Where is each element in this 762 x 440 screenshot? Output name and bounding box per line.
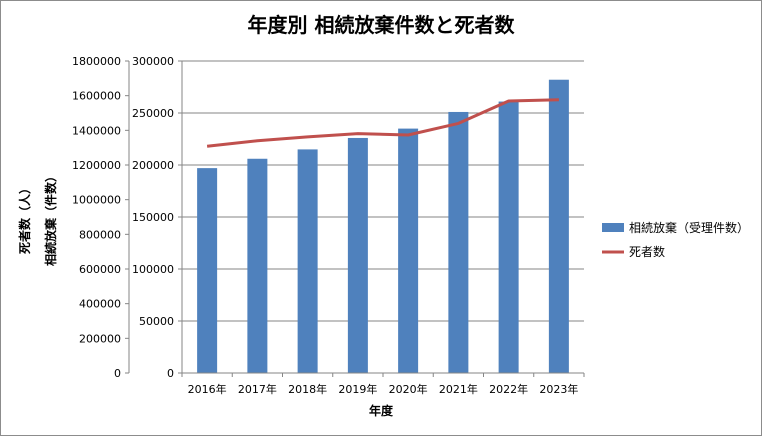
legend-bar-swatch — [602, 223, 624, 232]
left-axis-tick-label: 1400000 — [72, 124, 121, 137]
bar — [548, 79, 569, 373]
bar — [297, 149, 318, 373]
left-axis-tick-label: 400000 — [79, 298, 121, 311]
bar — [247, 158, 268, 373]
legend-line-label: 死者数 — [629, 244, 665, 259]
left-axis-tick-label: 800000 — [79, 228, 121, 241]
x-axis-tick-label: 2017年 — [238, 382, 277, 396]
right-axis-ticks: 0 50000 100000 150000 200000 250000 300000 — [132, 55, 183, 380]
right-axis-tick-label: 100000 — [132, 263, 174, 276]
left-axis-tick-label: 0 — [114, 367, 121, 380]
x-axis-tick-label: 2023年 — [539, 382, 578, 396]
right-axis-tick-label: 250000 — [132, 107, 174, 120]
bar-series — [182, 79, 584, 374]
x-axis-tick-label: 2021年 — [439, 382, 478, 396]
left-axis-tick-label: 1600000 — [72, 90, 121, 103]
line-series — [206, 98, 559, 148]
bar — [347, 137, 368, 373]
left-axis-tick-label: 200000 — [79, 332, 121, 345]
right-axis-tick-label: 50000 — [139, 315, 174, 328]
legend-bar-label: 相続放棄（受理件数） — [629, 220, 749, 235]
left-axis-tick-label: 1800000 — [72, 55, 121, 68]
y-axis-title-left: 死者数（人） — [17, 182, 32, 254]
bar — [398, 128, 419, 373]
x-axis-title: 年度 — [369, 403, 394, 418]
y-axis-title-right: 相続放棄（件数） — [43, 170, 58, 266]
bar — [197, 168, 218, 373]
x-axis-tick-label: 2019年 — [338, 382, 377, 396]
x-axis-tick-label: 2022年 — [489, 382, 528, 396]
right-axis-tick-label: 0 — [167, 367, 174, 380]
legend: 相続放棄（受理件数） 死者数 — [602, 220, 749, 259]
right-axis-tick-label: 150000 — [132, 211, 174, 224]
chart-title: 年度別 相続放棄件数と死者数 — [248, 13, 516, 37]
bar — [448, 111, 469, 374]
left-axis-tick-label: 1000000 — [72, 194, 121, 207]
right-axis-tick-label: 300000 — [132, 55, 174, 68]
bar — [498, 101, 519, 373]
x-axis-tick-label: 2018年 — [288, 382, 327, 396]
right-axis-tick-label: 200000 — [132, 159, 174, 172]
x-axis-tick-label: 2020年 — [389, 382, 428, 396]
gridlines — [182, 60, 584, 374]
x-axis-tick-label: 2016年 — [188, 382, 227, 396]
left-axis-tick-label: 600000 — [79, 263, 121, 276]
left-axis-ticks: 0 200000 400000 600000 800000 1000000 1200000 1… — [72, 55, 130, 380]
left-axis-tick-label: 1200000 — [72, 159, 121, 172]
x-axis-ticks: 2016年 2017年 2018年 2019年 2020年 2021年 2022年 2023年 — [181, 373, 585, 396]
series-line — [206, 98, 559, 148]
